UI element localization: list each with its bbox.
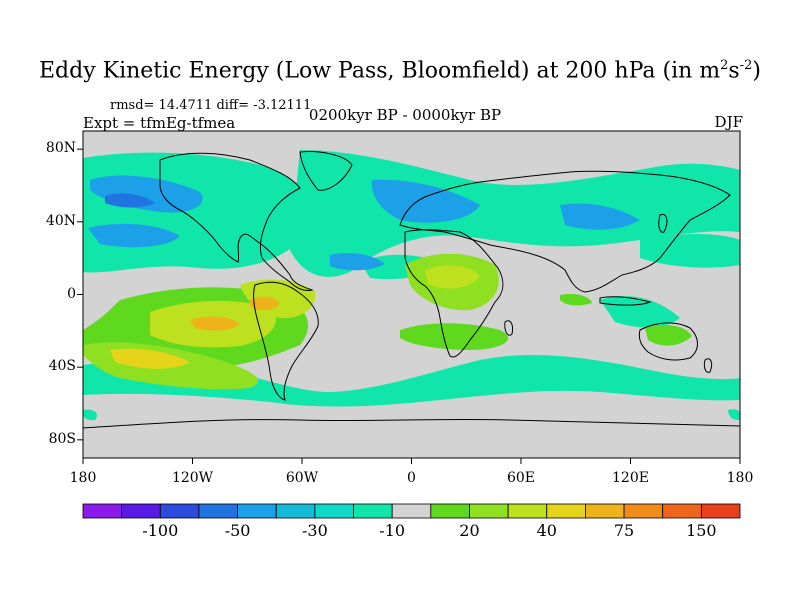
contour-darkblue-pacific xyxy=(105,193,155,208)
y-tick-label: 40N xyxy=(45,212,76,229)
colorbar-box-10 xyxy=(469,503,509,519)
contour-cyan-south-band xyxy=(83,355,740,407)
colorbar-label: -50 xyxy=(224,521,251,540)
colorbar-box-9 xyxy=(430,503,470,519)
x-tick-label: 120E xyxy=(612,470,649,486)
colorbar-box-6 xyxy=(314,503,354,519)
colorbar-box-12 xyxy=(546,503,586,519)
y-tick-label: 80N xyxy=(45,140,76,157)
colorbar-box-11 xyxy=(507,503,548,519)
contour-blue-north-pacific-2 xyxy=(88,223,180,248)
contour-green-indian-west xyxy=(560,293,592,306)
colorbar-label: 150 xyxy=(686,521,717,540)
coastlines xyxy=(83,151,740,429)
coastline-australia xyxy=(638,322,698,361)
contour-blue-asia xyxy=(560,203,640,230)
colorbar-box-16 xyxy=(700,503,741,519)
colorbar-box-2 xyxy=(159,503,200,519)
colorbar-box-0 xyxy=(82,503,123,519)
x-tick-label: 180 xyxy=(69,470,97,486)
contour-orange-south-pacific xyxy=(190,316,240,331)
period-label: 0200kyr BP - 0000kyr BP xyxy=(308,106,502,124)
x-tick-label: 0 xyxy=(407,470,416,486)
contour-cyan-south-pacific-east xyxy=(728,409,740,421)
colorbar-box-5 xyxy=(275,503,316,519)
coastline-greenland xyxy=(299,151,353,191)
contour-yellow-south-atlantic xyxy=(110,348,190,369)
colorbar-box-1 xyxy=(121,503,161,519)
colorbar-box-8 xyxy=(391,503,432,519)
contour-green-indian xyxy=(400,323,509,350)
colorbar-label: 75 xyxy=(613,521,635,540)
coastline-north-america xyxy=(159,152,314,291)
coastline-europe-asia xyxy=(399,170,731,293)
colorbar-label: 40 xyxy=(536,521,557,540)
colorbar-label: 20 xyxy=(459,521,480,540)
colorbar-box-14 xyxy=(623,503,664,519)
colorbar-label: -10 xyxy=(379,521,406,540)
coastline-japan xyxy=(658,213,668,233)
contour-green-australia xyxy=(645,324,692,346)
contour-orange-south-america xyxy=(250,296,280,311)
contour-blue-mid-atlantic xyxy=(330,253,385,271)
colorbar-box-4 xyxy=(237,503,277,519)
season-label: DJF xyxy=(714,113,743,131)
coastline-madagascar xyxy=(504,320,513,336)
colorbar-label: -30 xyxy=(301,521,328,540)
x-tick-label: 120W xyxy=(171,470,214,486)
coastline-south-america xyxy=(253,281,319,401)
coastline-africa xyxy=(404,229,504,358)
y-tick-label: 40S xyxy=(48,358,76,375)
y-tick-label: 0 xyxy=(67,285,76,302)
stats-label: rmsd= 14.4711 diff= -3.12111 xyxy=(110,98,312,113)
colorbar-box-13 xyxy=(585,503,625,519)
contour-cyan-south-east xyxy=(600,296,680,328)
contour-yellowgreen-africa xyxy=(425,265,480,289)
coastline-antarctica xyxy=(83,418,740,429)
colorbar-box-7 xyxy=(353,503,393,519)
colorbar-box-15 xyxy=(662,503,702,519)
colorbar-box-3 xyxy=(198,503,238,519)
x-tick-label: 180 xyxy=(726,470,754,486)
x-tick-label: 60W xyxy=(285,470,319,486)
chart-title: Eddy Kinetic Energy (Low Pass, Bloomfiel… xyxy=(39,58,761,84)
contour-blue-north-atlantic xyxy=(371,179,480,223)
y-tick-label: 80S xyxy=(48,430,76,447)
colorbar-label: -100 xyxy=(142,521,179,540)
colorbar xyxy=(82,503,741,519)
experiment-label: Expt = tfmEg-tfmea xyxy=(83,114,236,132)
coastline-indonesia xyxy=(599,296,652,306)
contour-cyan-south-pacific-edge xyxy=(83,409,97,421)
contour-cyan-north-pacific-east xyxy=(640,234,740,268)
coastline-new-zealand xyxy=(703,358,713,373)
x-axis-ticks xyxy=(82,458,741,464)
x-tick-label: 60E xyxy=(506,470,536,486)
filled-contours xyxy=(83,150,740,421)
y-axis-ticks xyxy=(77,148,83,441)
